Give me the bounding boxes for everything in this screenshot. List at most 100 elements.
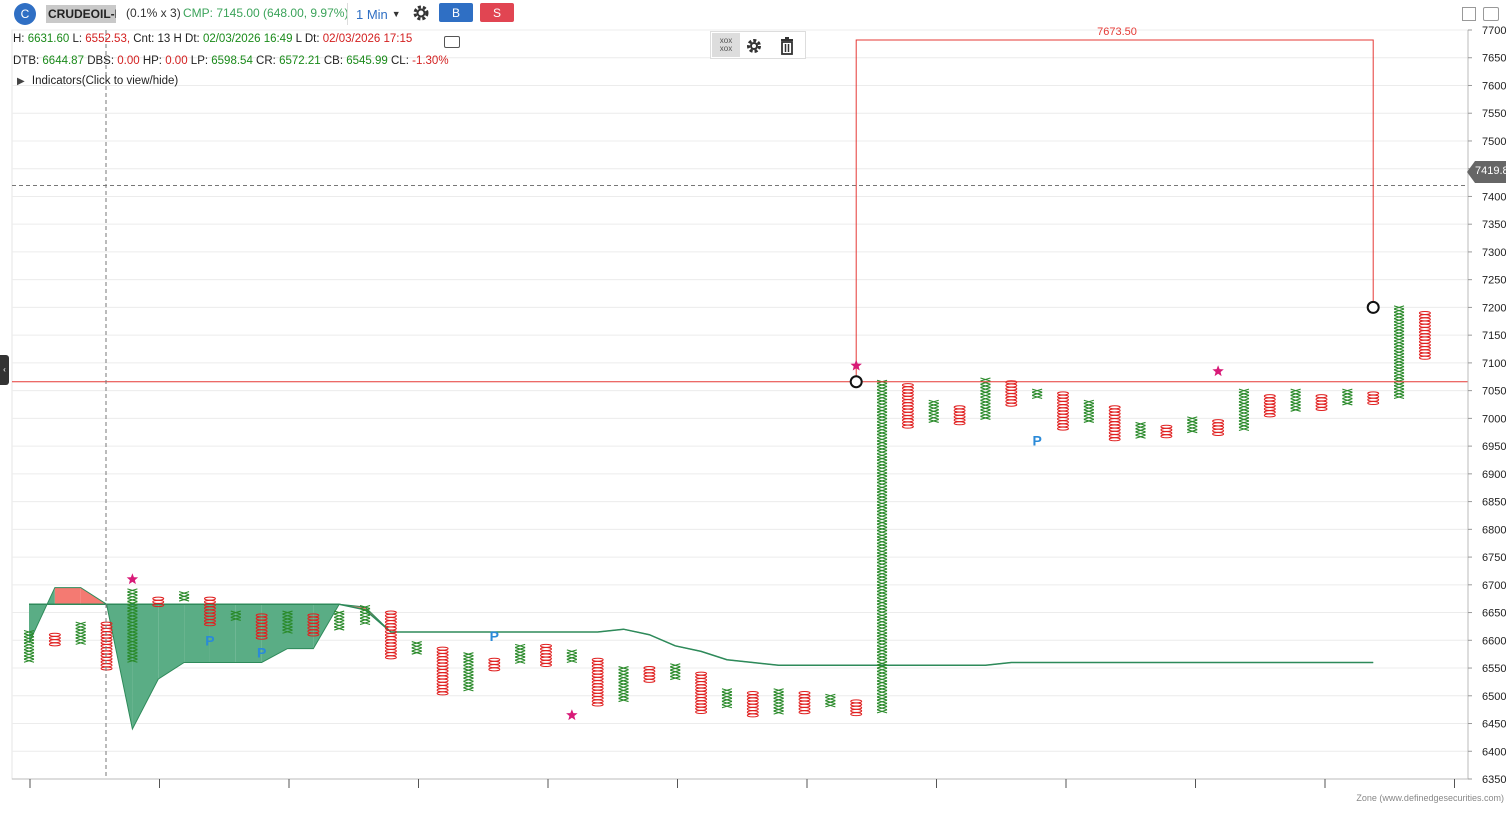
tool-settings-gear-icon[interactable] xyxy=(745,37,763,60)
x-column xyxy=(75,621,86,645)
o-column xyxy=(1160,424,1173,439)
chevron-down-icon: ▼ xyxy=(391,9,401,19)
x-column xyxy=(411,641,422,655)
o-column xyxy=(1315,394,1328,411)
y-tick-label: 7150 xyxy=(1482,330,1506,342)
sell-button[interactable]: S xyxy=(480,3,514,22)
y-tick-label: 6700 xyxy=(1482,580,1506,592)
y-tick-label: 7600 xyxy=(1482,80,1506,92)
cloud-lower-line xyxy=(28,587,1374,731)
o-column xyxy=(384,610,397,660)
collapse-handle[interactable]: ‹ xyxy=(0,355,9,385)
x-axis xyxy=(12,778,1468,788)
cloud-segment xyxy=(287,604,314,649)
y-tick-label: 6650 xyxy=(1482,608,1506,620)
o-column xyxy=(1057,391,1069,431)
grid-lines xyxy=(11,29,1469,780)
y-tick-label: 7500 xyxy=(1482,136,1506,148)
x-column xyxy=(928,399,939,423)
y-tick-label: 7100 xyxy=(1482,358,1506,370)
symbol-name[interactable]: CRUDEOIL-I xyxy=(46,5,116,23)
x-column xyxy=(1238,388,1250,432)
o-column xyxy=(901,383,914,429)
timeframe-select[interactable]: 1 Min ▼ xyxy=(347,3,404,25)
cloud-segment xyxy=(184,604,210,663)
o-column xyxy=(436,646,449,696)
pnf-pattern-icon[interactable]: xox xox xyxy=(712,33,740,57)
y-tick-label: 7000 xyxy=(1482,413,1506,425)
y-tick-label: 6800 xyxy=(1482,524,1506,536)
y-tick-label: 6900 xyxy=(1482,469,1506,481)
o-column xyxy=(488,657,501,672)
info-row-2: DTB: 6644.87 DBS: 0.00 HP: 0.00 LP: 6598… xyxy=(13,55,449,67)
y-tick-label: 6500 xyxy=(1482,691,1506,703)
settings-gear-icon[interactable] xyxy=(411,3,431,23)
y-tick-label: 7650 xyxy=(1482,53,1506,65)
x-column xyxy=(282,610,293,634)
y-tick-label: 7300 xyxy=(1482,247,1506,259)
x-column xyxy=(1187,416,1198,434)
p-pattern-marker: P xyxy=(1032,433,1041,449)
symbol-logo[interactable]: C xyxy=(14,3,36,25)
y-tick-label: 6450 xyxy=(1482,719,1506,731)
y-tick-label: 7050 xyxy=(1482,386,1506,398)
x-column xyxy=(334,610,345,631)
top-toolbar: C CRUDEOIL-I (0.1% x 3) CMP: 7145.00 (64… xyxy=(0,0,1506,26)
x-column xyxy=(721,688,733,709)
o-column xyxy=(1108,405,1121,442)
x-column xyxy=(980,377,991,420)
o-column xyxy=(746,691,759,718)
o-column xyxy=(1005,380,1018,407)
play-icon: ▶ xyxy=(17,76,25,87)
o-column xyxy=(255,613,268,640)
trash-icon[interactable] xyxy=(779,37,795,60)
x-column xyxy=(825,693,836,708)
y-tick-label: 6600 xyxy=(1482,635,1506,647)
x-column xyxy=(670,663,681,681)
o-column xyxy=(1263,394,1276,418)
y-tick-label: 7200 xyxy=(1482,302,1506,314)
pnf-columns xyxy=(23,305,1431,718)
expand-icon[interactable] xyxy=(1483,7,1499,21)
x-column xyxy=(1342,388,1353,406)
anchor-circle xyxy=(849,375,863,389)
cloud-segment xyxy=(54,587,81,605)
y-tick-label: 7700 xyxy=(1482,25,1506,37)
comment-icon[interactable] xyxy=(444,36,460,48)
o-column xyxy=(798,691,811,715)
drawing-tools-panel: xox xox xyxy=(710,31,806,59)
x-column xyxy=(230,610,241,621)
y-tick-label: 6350 xyxy=(1482,774,1506,786)
o-column xyxy=(203,596,216,627)
x-column xyxy=(127,588,138,663)
x-column xyxy=(463,652,474,692)
cloud-segment xyxy=(235,604,262,663)
o-column xyxy=(953,405,966,426)
x-column xyxy=(773,688,784,715)
indicators-toggle[interactable]: ▶ Indicators(Click to view/hide) xyxy=(17,75,179,87)
star-marker xyxy=(126,573,139,585)
star-marker xyxy=(850,359,862,371)
x-column xyxy=(1393,305,1405,400)
ichimoku-cloud xyxy=(28,587,1374,731)
y-tick-label: 6750 xyxy=(1482,552,1506,564)
anchor-circle xyxy=(1366,300,1380,314)
o-column xyxy=(695,671,708,714)
star-marker xyxy=(1212,365,1224,377)
buy-button[interactable]: B xyxy=(439,3,473,22)
y-tick-label: 7400 xyxy=(1482,191,1506,203)
o-column xyxy=(307,613,320,637)
cloud-segment xyxy=(132,604,159,730)
o-column xyxy=(48,632,61,647)
o-column xyxy=(643,666,656,683)
restore-window-icon[interactable] xyxy=(1462,7,1476,21)
o-column xyxy=(1212,419,1225,436)
plot-frame xyxy=(11,29,1469,780)
overlay-marks: P P P P xyxy=(12,30,1468,779)
y-tick-label: 7350 xyxy=(1482,219,1506,231)
x-column xyxy=(618,666,629,703)
x-column xyxy=(1083,399,1095,423)
cloud-segment xyxy=(261,604,288,663)
o-column xyxy=(1418,310,1431,360)
